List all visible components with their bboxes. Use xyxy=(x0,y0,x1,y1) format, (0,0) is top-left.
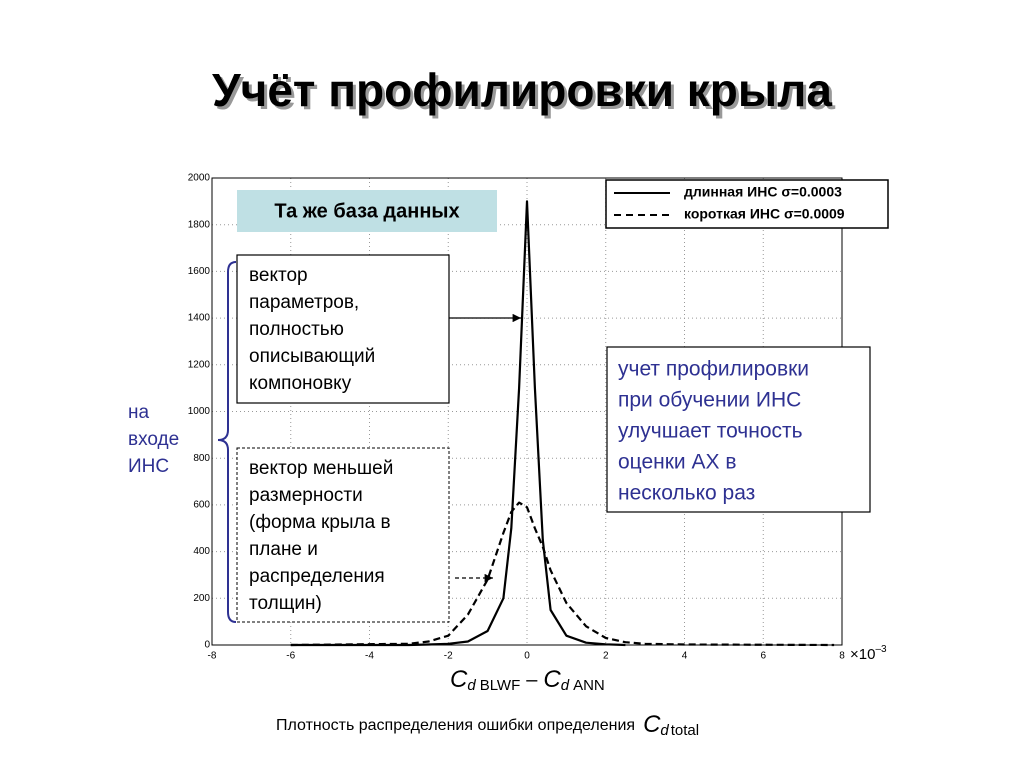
series-line xyxy=(290,200,626,647)
y-tick-label: 600 xyxy=(193,500,210,511)
annotation-line: распределения xyxy=(249,566,385,587)
y-tick-label: 400 xyxy=(193,546,210,557)
annotation-line: описывающий xyxy=(249,346,375,367)
x-tick-label: 8 xyxy=(839,651,845,662)
annotation-line: плане и xyxy=(249,539,318,560)
x-tick-label: -2 xyxy=(444,651,453,662)
legend xyxy=(605,179,889,229)
annotation-line: входе xyxy=(128,429,179,450)
annotation-line: полностью xyxy=(249,319,344,340)
annotation-line: размерности xyxy=(249,485,363,506)
same-db-label: Та же база данных xyxy=(274,200,459,222)
title-shadow: Учёт профилировки крыла xyxy=(215,67,835,119)
x-tick-label: -8 xyxy=(208,651,217,662)
annotation-line: вектор xyxy=(249,265,308,286)
annotation-line: ИНС xyxy=(128,456,169,477)
y-tick-label: 1200 xyxy=(188,359,211,370)
annotation-line: учет профилировки xyxy=(618,358,809,381)
annotation-line: на xyxy=(128,402,149,423)
y-tick-label: 1600 xyxy=(188,266,211,277)
conclusion-box xyxy=(606,346,871,513)
annotation-line: при обучении ИНС xyxy=(618,389,801,412)
y-tick-label: 2000 xyxy=(188,173,211,184)
annotation-line: толщин) xyxy=(249,593,322,614)
annotation-line: (форма крыла в xyxy=(249,512,391,533)
x-tick-label: 2 xyxy=(603,651,609,662)
legend-label: длинная ИНС σ=0.0003 xyxy=(684,184,842,200)
y-tick-label: 1400 xyxy=(188,313,211,324)
x-tick-label: 0 xyxy=(524,651,530,662)
series-line xyxy=(290,501,835,647)
reduced-vector-box xyxy=(236,447,450,623)
legend-label: короткая ИНС σ=0.0009 xyxy=(684,206,845,222)
x-multiplier: ×10–3 xyxy=(850,644,887,663)
annotation-line: несколько раз xyxy=(618,482,755,505)
x-tick-label: 4 xyxy=(682,651,688,662)
y-tick-label: 1000 xyxy=(188,406,211,417)
brace xyxy=(217,261,237,623)
caption: Плотность распределения ошибки определен… xyxy=(276,711,699,739)
same-db-box xyxy=(237,190,497,232)
y-tick-label: 200 xyxy=(193,593,210,604)
title: Учёт профилировки крыла xyxy=(212,64,832,116)
annotation-line: параметров, xyxy=(249,292,359,313)
x-tick-label: 6 xyxy=(760,651,766,662)
annotation-line: оценки АХ в xyxy=(618,451,737,474)
y-tick-label: 1800 xyxy=(188,219,211,230)
full-vector-box xyxy=(236,254,450,404)
y-tick-label: 0 xyxy=(204,640,210,651)
annotation-line: вектор меньшей xyxy=(249,458,393,479)
annotation-line: компоновку xyxy=(249,373,352,394)
annotation-line: улучшает точность xyxy=(618,420,803,443)
x-tick-label: -4 xyxy=(365,651,374,662)
x-axis-label: Cd BLWF – Cd ANN xyxy=(450,666,605,694)
x-tick-label: -6 xyxy=(286,651,295,662)
y-tick-label: 800 xyxy=(193,453,210,464)
